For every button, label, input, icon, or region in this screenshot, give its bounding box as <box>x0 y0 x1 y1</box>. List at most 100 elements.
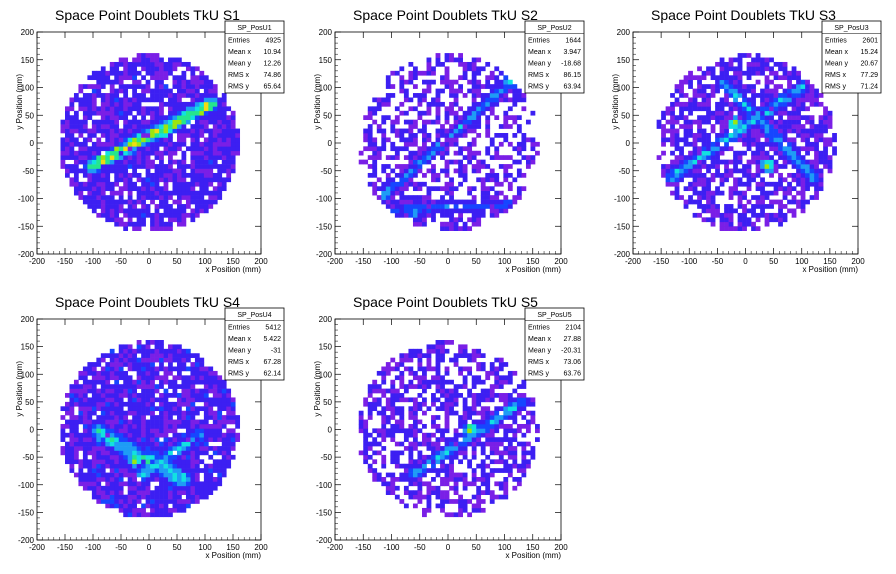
histogram-bin <box>697 124 702 129</box>
histogram-bin <box>796 164 801 169</box>
histogram-bin <box>127 512 133 518</box>
histogram-bin <box>706 66 711 72</box>
histogram-bin <box>701 119 707 125</box>
histogram-bin <box>458 133 463 138</box>
histogram-bin <box>444 172 450 178</box>
histogram-bin <box>458 353 463 358</box>
histogram-bin <box>132 150 137 156</box>
histogram-bin <box>123 375 129 381</box>
histogram-bin <box>82 450 88 456</box>
histogram-bin <box>778 181 783 187</box>
histogram-bin <box>118 155 124 160</box>
histogram-bin <box>390 168 396 174</box>
histogram-bin <box>791 106 797 112</box>
histogram-bin <box>381 459 387 465</box>
histogram-bin <box>96 75 102 81</box>
histogram-bin <box>809 146 815 152</box>
histogram-bin <box>172 468 178 473</box>
histogram-bin <box>91 459 97 465</box>
histogram-bin <box>114 353 120 358</box>
x-tick-label: 100 <box>795 257 809 266</box>
histogram-bin <box>778 106 783 112</box>
histogram-bin <box>100 190 106 196</box>
histogram-bin <box>217 150 223 156</box>
histogram-bin <box>412 66 418 72</box>
histogram-bin <box>163 512 169 518</box>
histogram-bin <box>150 353 155 358</box>
histogram-bin <box>742 150 747 156</box>
histogram-bin <box>73 454 79 460</box>
histogram-bin <box>444 499 450 504</box>
histogram-bin <box>755 168 761 174</box>
stats-value: -31 <box>271 348 281 355</box>
histogram-bin <box>670 168 675 174</box>
histogram-bin <box>172 217 178 223</box>
histogram-bin <box>172 146 178 152</box>
histogram-bin <box>145 53 151 58</box>
histogram-bin <box>665 164 671 169</box>
histogram-bin <box>141 423 146 429</box>
histogram-bin <box>422 217 427 223</box>
histogram-bin <box>154 357 160 363</box>
histogram-bin <box>208 463 214 469</box>
histogram-bin <box>422 88 427 94</box>
histogram-bin <box>701 208 707 214</box>
histogram-bin <box>163 441 169 447</box>
histogram-bin <box>109 84 115 89</box>
histogram-bin <box>426 357 432 363</box>
histogram-bin <box>91 155 97 160</box>
histogram-bin <box>109 406 115 412</box>
histogram-bin <box>203 141 209 147</box>
histogram-bin <box>661 124 666 129</box>
histogram-bin <box>444 419 450 425</box>
histogram-bin <box>381 393 387 398</box>
histogram-bin <box>408 119 414 125</box>
histogram-bin <box>212 164 218 169</box>
histogram-bin <box>154 450 160 456</box>
histogram-bin <box>132 388 137 394</box>
histogram-bin <box>444 119 450 125</box>
histogram-bin <box>230 137 236 143</box>
histogram-bin <box>422 155 427 160</box>
histogram-bin <box>163 406 169 412</box>
histogram-bin <box>403 432 409 438</box>
histogram-bin <box>426 199 432 205</box>
histogram-bin <box>791 119 797 125</box>
histogram-bin <box>203 375 209 381</box>
histogram-bin <box>73 93 79 98</box>
histogram-bin <box>91 172 97 178</box>
histogram-bin <box>431 463 436 469</box>
histogram-bin <box>485 79 491 85</box>
histogram-bin <box>692 146 698 152</box>
histogram-bin <box>390 155 396 160</box>
histogram-bin <box>190 410 196 416</box>
histogram-bin <box>190 133 196 138</box>
histogram-bin <box>105 168 111 174</box>
histogram-bin <box>417 450 423 456</box>
histogram-bin <box>212 468 218 473</box>
histogram-bin <box>181 70 187 76</box>
histogram-bin <box>65 393 70 398</box>
histogram-bin <box>141 164 146 169</box>
histogram-bin <box>422 93 427 98</box>
histogram-bin <box>172 401 178 407</box>
histogram-bin <box>453 393 459 398</box>
histogram-bin <box>760 168 765 174</box>
histogram-bin <box>399 397 405 403</box>
histogram-bin <box>203 370 209 376</box>
histogram-bin <box>480 66 486 72</box>
histogram-bin <box>199 159 205 165</box>
histogram-bin <box>91 133 97 138</box>
histogram-bin <box>194 423 200 429</box>
histogram-bin <box>190 366 196 372</box>
histogram-bin <box>96 428 102 434</box>
histogram-bin <box>69 181 75 187</box>
histogram-bin <box>408 397 414 403</box>
histogram-bin <box>449 101 454 107</box>
histogram-bin <box>453 353 459 358</box>
histogram-bin <box>177 106 182 112</box>
histogram-bin <box>177 415 182 420</box>
histogram-bin <box>154 88 160 94</box>
histogram-bin <box>96 393 102 398</box>
histogram-bin <box>431 490 436 495</box>
